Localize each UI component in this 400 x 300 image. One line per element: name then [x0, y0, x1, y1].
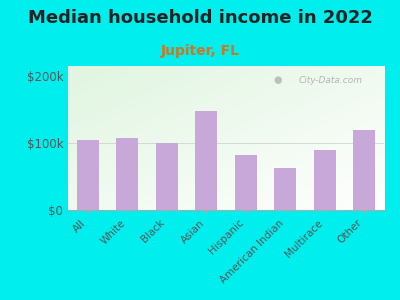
- Text: City-Data.com: City-Data.com: [299, 76, 363, 85]
- Bar: [77, 140, 99, 210]
- Bar: [274, 169, 296, 210]
- Bar: [116, 138, 138, 210]
- Text: Median household income in 2022: Median household income in 2022: [28, 9, 372, 27]
- Bar: [235, 155, 257, 210]
- Bar: [353, 130, 375, 210]
- Bar: [156, 143, 178, 210]
- Text: ●: ●: [274, 75, 282, 85]
- Bar: [195, 111, 217, 210]
- Bar: [314, 150, 336, 210]
- Text: Jupiter, FL: Jupiter, FL: [160, 44, 240, 58]
